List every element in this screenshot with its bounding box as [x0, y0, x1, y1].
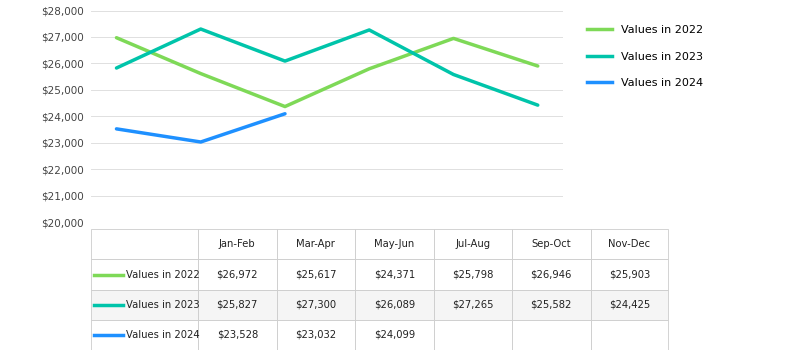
Text: $26,946: $26,946 [531, 270, 572, 280]
Text: $25,903: $25,903 [609, 270, 650, 280]
Text: $27,300: $27,300 [295, 300, 336, 310]
Bar [198, 290, 277, 320]
Text: $27,265: $27,265 [452, 300, 493, 310]
Bar [512, 320, 591, 350]
Bar [434, 320, 512, 350]
Bar [198, 229, 277, 259]
Bar [277, 259, 355, 290]
Bar [277, 290, 355, 320]
Text: Jan-Feb: Jan-Feb [219, 239, 255, 249]
Text: $26,089: $26,089 [374, 300, 415, 310]
Bar [91, 320, 198, 350]
Text: Mar-Apr: Mar-Apr [297, 239, 335, 249]
Bar [434, 290, 512, 320]
Text: $25,582: $25,582 [531, 300, 572, 310]
Bar [91, 229, 198, 259]
Bar [591, 290, 668, 320]
Bar [591, 259, 668, 290]
Text: Values in 2022: Values in 2022 [126, 270, 200, 280]
Bar [434, 259, 512, 290]
Bar [591, 320, 668, 350]
Legend: Values in 2022, Values in 2023, Values in 2024: Values in 2022, Values in 2023, Values i… [583, 20, 707, 93]
Text: Jul-Aug: Jul-Aug [455, 239, 490, 249]
Bar [277, 229, 355, 259]
Text: $26,972: $26,972 [216, 270, 258, 280]
Bar [91, 290, 198, 320]
Bar [198, 259, 277, 290]
Bar [277, 320, 355, 350]
Bar [434, 229, 512, 259]
Text: $25,798: $25,798 [452, 270, 493, 280]
Text: $23,032: $23,032 [295, 330, 336, 340]
Text: Nov-Dec: Nov-Dec [608, 239, 650, 249]
Bar [512, 229, 591, 259]
Bar [355, 320, 434, 350]
Text: $25,617: $25,617 [295, 270, 336, 280]
Text: $24,099: $24,099 [374, 330, 415, 340]
Text: $24,425: $24,425 [609, 300, 650, 310]
Bar [355, 290, 434, 320]
Text: $24,371: $24,371 [374, 270, 415, 280]
Bar [355, 229, 434, 259]
Text: Sep-Oct: Sep-Oct [531, 239, 571, 249]
Text: $23,528: $23,528 [216, 330, 258, 340]
Bar [591, 229, 668, 259]
Bar [512, 259, 591, 290]
Bar [198, 320, 277, 350]
Text: Values in 2023: Values in 2023 [126, 300, 200, 310]
Text: $25,827: $25,827 [216, 300, 258, 310]
Text: May-Jun: May-Jun [374, 239, 415, 249]
Bar [91, 259, 198, 290]
Bar [512, 290, 591, 320]
Text: Values in 2024: Values in 2024 [126, 330, 200, 340]
Bar [355, 259, 434, 290]
